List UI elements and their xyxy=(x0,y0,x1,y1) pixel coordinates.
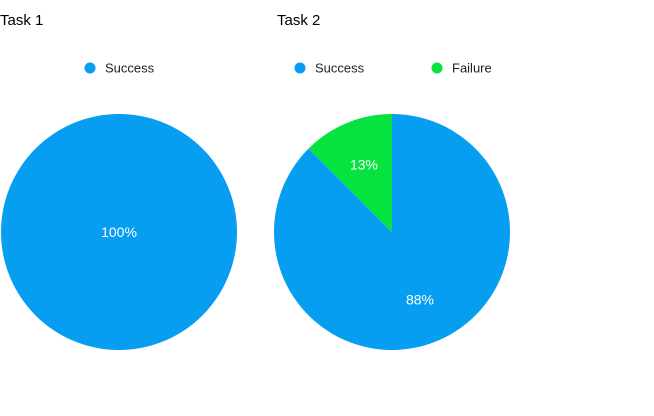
legend-label: Failure xyxy=(452,61,492,76)
slice-label: 100% xyxy=(101,224,137,240)
legend-item: Success xyxy=(295,61,365,76)
slice-label: 88% xyxy=(406,292,434,308)
pie-chart: 88% 13% xyxy=(274,114,510,350)
legend-item: Failure xyxy=(432,61,492,76)
chart-task-1: Task 1 Success 100% xyxy=(0,12,237,350)
legend-marker xyxy=(295,63,306,74)
slice-label: 13% xyxy=(350,156,378,172)
chart-legend: Success Failure xyxy=(295,61,492,76)
legend-label: Success xyxy=(315,61,365,76)
legend-marker xyxy=(85,63,96,74)
chart-title: Task 2 xyxy=(277,12,320,29)
legend-label: Success xyxy=(105,61,155,76)
legend-item: Success xyxy=(85,61,155,76)
chart-task-2: Task 2 Success Failure 88% 13% xyxy=(274,12,510,350)
chart-title: Task 1 xyxy=(0,12,43,29)
pie-chart: 100% xyxy=(1,114,237,350)
legend-marker xyxy=(432,63,443,74)
chart-legend: Success xyxy=(85,61,155,76)
